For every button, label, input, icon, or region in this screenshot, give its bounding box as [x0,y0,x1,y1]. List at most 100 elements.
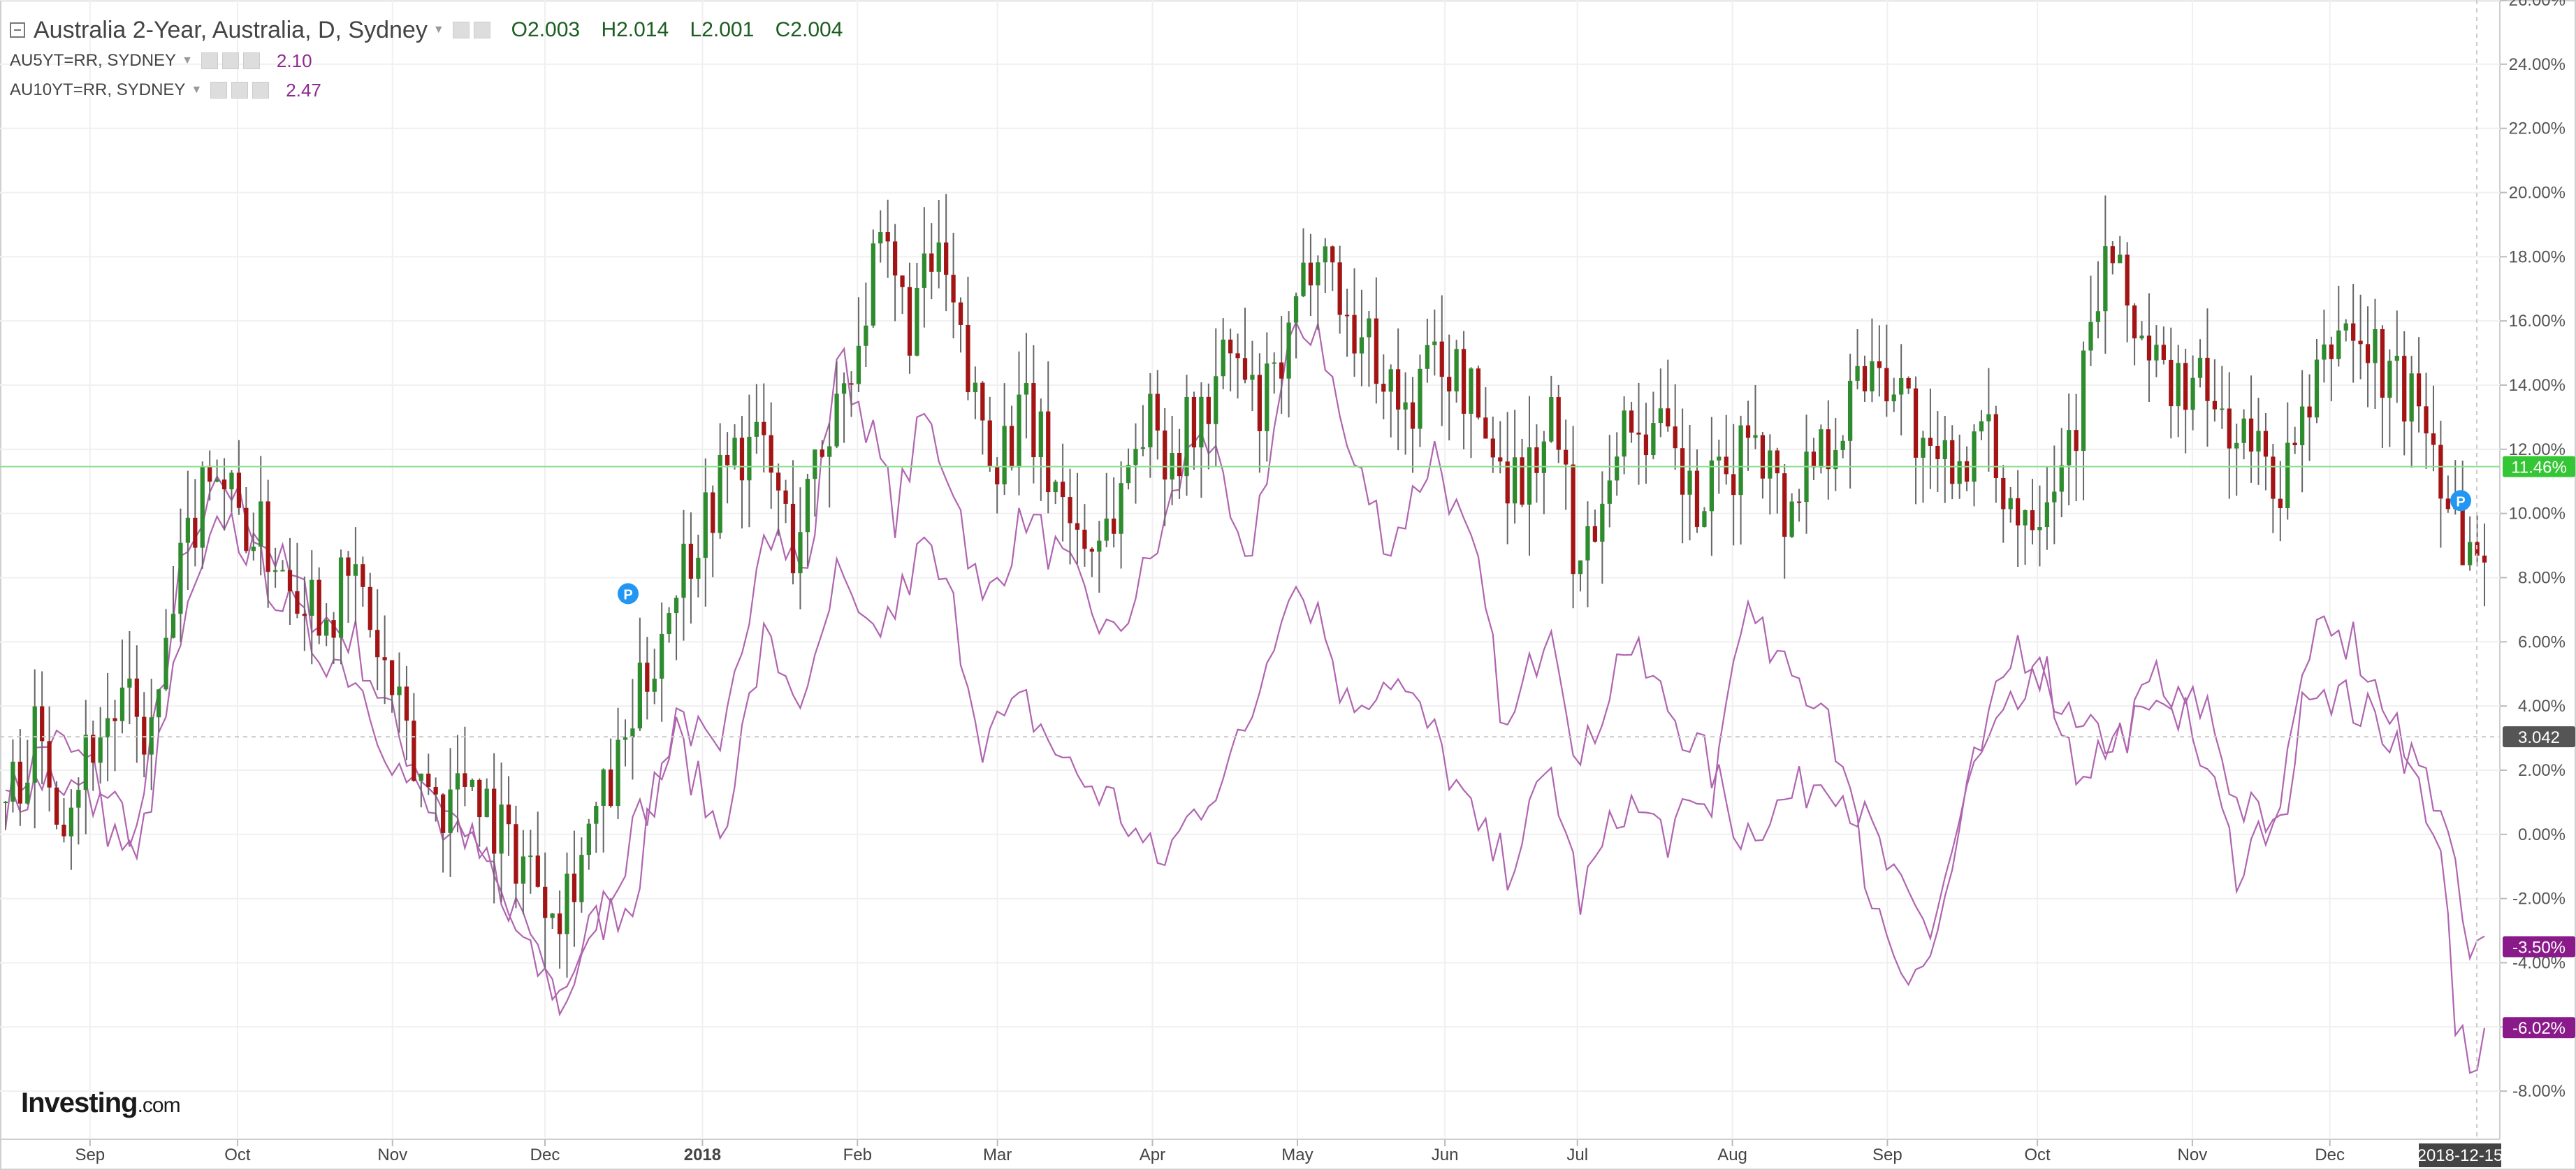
candle-body [1592,526,1598,542]
candle [1950,425,1955,500]
candle-body [2307,406,2312,418]
chevron-down-icon[interactable]: ▼ [182,55,193,66]
candle [1571,426,1576,609]
candle-body [1316,262,1320,286]
main-series-legend: Australia 2-Year, Australia, D, Sydney ▼… [10,14,858,46]
settings-icon[interactable] [231,82,249,99]
candle [2307,374,2312,461]
candle-body [2169,359,2174,407]
candle-body [2438,445,2443,499]
candle [1177,428,1182,499]
candle-body [2001,477,2006,510]
candle [1986,368,1991,472]
candle [2299,370,2305,493]
event-markers[interactable]: PP [618,490,2471,605]
candle-body [813,449,817,479]
candle-body [915,287,919,356]
candle [463,726,467,807]
chevron-down-icon[interactable]: ▼ [191,84,203,96]
compare2-label[interactable]: AU10YT=RR, SYDNEY [10,80,186,99]
candle [1979,410,1984,440]
candle [674,595,679,660]
candle [2074,393,2079,501]
candle [1549,375,1554,443]
candle [185,470,191,591]
candle [470,778,474,791]
candle-body [2424,406,2429,434]
candle [1454,340,1459,403]
candle-body [2008,498,2013,510]
candle-body [856,345,861,384]
candle-body [272,570,278,572]
candle-body [601,769,606,807]
candle [2322,309,2327,383]
candle-body [1782,473,1787,537]
candle [1017,351,1021,496]
candle-body [1388,369,1393,392]
candle [1053,479,1058,505]
candle-body [674,598,679,614]
candle [1002,383,1007,496]
candle-body [170,614,176,638]
chevron-down-icon[interactable]: ▼ [432,24,444,36]
visibility-icon[interactable] [201,52,218,69]
candle-body [864,325,868,346]
candle [951,233,956,339]
candle-body [324,620,329,636]
x-tick-label: Dec [2315,1146,2345,1164]
candle-body [419,773,423,781]
candle-body [185,517,191,543]
candle-body [61,824,66,837]
candle-body [1184,396,1189,477]
candle [1796,489,1802,522]
candle-body [1979,421,1984,432]
x-tick-label: Sep [1872,1146,1902,1164]
visibility-icon[interactable] [452,22,470,38]
y-tick-label: 4.00% [2518,697,2566,716]
candle-body [1140,447,1146,449]
candle-body [1680,448,1685,495]
candle [1097,521,1102,593]
candle-body [557,913,562,934]
candle [2394,310,2399,403]
candle-body [2023,510,2028,526]
candle [2380,325,2385,449]
candle [2467,516,2473,571]
collapse-icon[interactable] [10,22,25,38]
candle-body [2030,510,2035,530]
settings-icon[interactable] [221,52,239,69]
candle-body [1119,483,1123,534]
candle [1469,367,1473,458]
candle [1993,405,1998,503]
candle [40,671,45,785]
main-series-title[interactable]: Australia 2-Year, Australia, D, Sydney [34,16,428,43]
candle [193,479,198,567]
settings-icon[interactable] [473,22,490,38]
candle [382,615,387,705]
close-icon[interactable] [252,82,270,99]
candle-body [2205,357,2210,401]
candle [667,607,671,643]
candle-body [1636,432,1641,435]
candle-body [1469,368,1473,414]
close-icon[interactable] [242,52,260,69]
candle [2424,373,2429,469]
candle [2161,326,2166,365]
candle-body [1476,368,1481,418]
candle [149,679,154,790]
candle [1622,396,1627,475]
event-marker[interactable]: P [2450,490,2471,512]
candle [324,603,329,647]
compare1-label[interactable]: AU5YT=RR, SYDNEY [10,51,177,70]
candle [2176,345,2181,438]
candle-body [463,773,467,787]
event-marker[interactable]: P [618,583,639,605]
candle [2023,509,2028,565]
candle [2431,385,2436,472]
candle-body [944,242,949,275]
candle [1724,414,1729,485]
candle-body [2197,357,2203,378]
visibility-icon[interactable] [210,82,228,99]
candle-body [637,663,643,729]
